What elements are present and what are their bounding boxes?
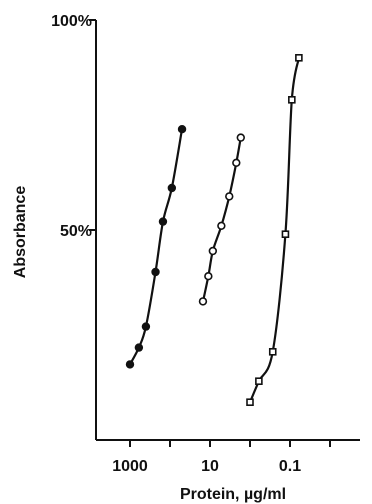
x-tick-label: 1000: [112, 458, 148, 475]
series-3-point: [255, 377, 263, 386]
series-1-point: [151, 267, 160, 277]
tick-marks: 1000 10 0.1 50% 100%: [51, 13, 331, 475]
series-2-point: [236, 133, 245, 142]
series-1-point: [158, 217, 168, 226]
series-1-point: [125, 360, 135, 369]
series-1-point: [141, 322, 151, 331]
series-2-point: [232, 158, 241, 168]
y-axis-label: Absorbance: [12, 186, 29, 279]
series-3-point: [288, 96, 296, 104]
series-2-point: [217, 221, 226, 231]
chart-axes: [95, 20, 360, 441]
series-3-point: [295, 53, 303, 62]
series-1-point: [134, 343, 144, 352]
series-2-point: [198, 297, 208, 306]
series-3-point: [246, 398, 254, 407]
series-2-point: [204, 272, 213, 281]
series-1-point: [177, 124, 187, 134]
series-1-line: [129, 129, 184, 365]
y-tick-label: 50%: [60, 223, 92, 240]
x-axis-label: Protein, µg/ml: [180, 486, 286, 503]
series-2-point: [225, 192, 234, 201]
series-3-point: [268, 347, 277, 356]
series-3-point: [281, 230, 290, 238]
series-2-point: [208, 246, 218, 256]
y-tick-label: 100%: [51, 13, 92, 30]
series-1-point: [167, 183, 177, 193]
x-tick-label: 10: [201, 458, 219, 475]
series-markers: [125, 53, 303, 407]
x-tick-label: 0.1: [279, 458, 301, 475]
